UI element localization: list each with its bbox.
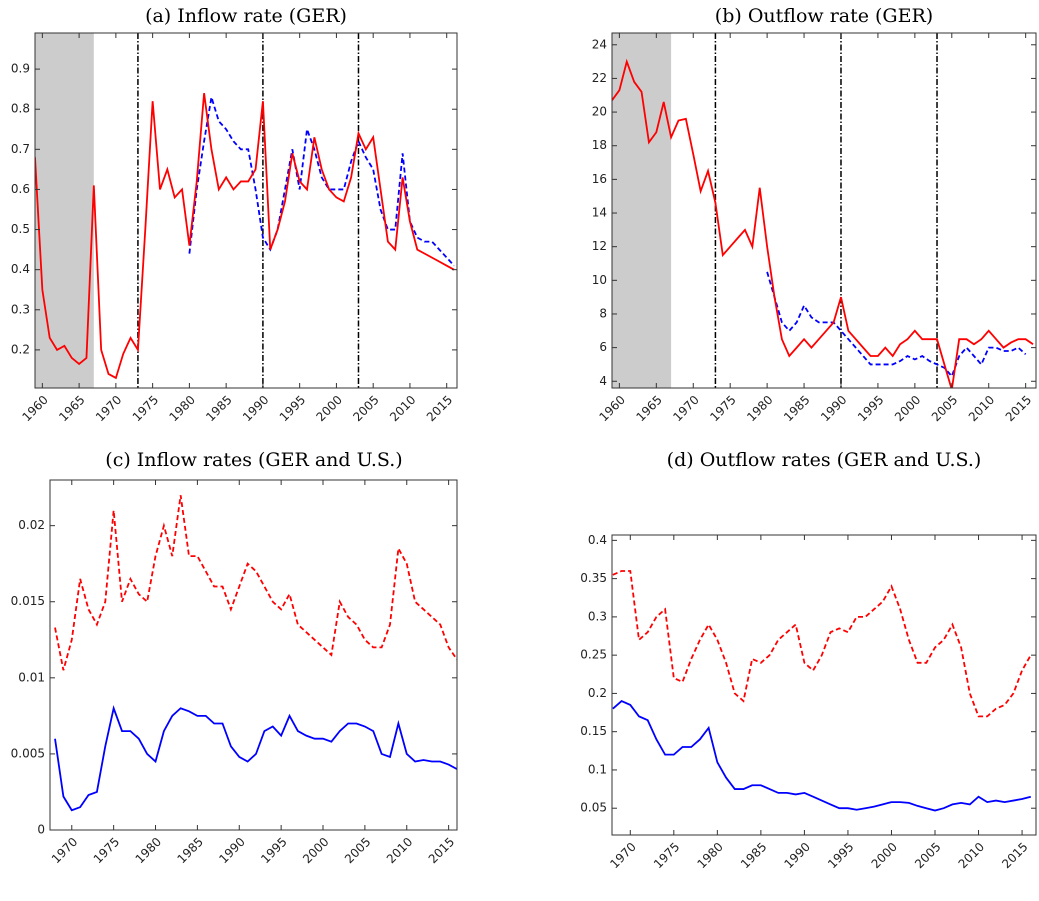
y-tick-label: 20 — [592, 105, 607, 119]
x-tick-label: 1960 — [19, 393, 50, 424]
y-tick-label: 0.015 — [11, 594, 45, 608]
y-tick-label: 0.1 — [588, 762, 607, 776]
x-tick-label: 2000 — [869, 840, 900, 871]
x-tick-label: 2005 — [929, 393, 960, 424]
y-tick-label: 0 — [37, 823, 45, 837]
x-tick-label: 1975 — [651, 840, 682, 871]
x-tick-label: 1990 — [818, 393, 849, 424]
x-tick-label: 1980 — [744, 393, 775, 424]
x-tick-label: 1980 — [694, 840, 725, 871]
x-tick-label: 2000 — [892, 393, 923, 424]
x-tick-label: 2010 — [387, 393, 418, 424]
x-tick-label: 2005 — [912, 840, 943, 871]
y-tick-label: 0.5 — [11, 222, 30, 236]
y-tick-label: 18 — [592, 138, 607, 152]
x-tick-label: 1980 — [133, 835, 164, 866]
x-tick-label: 2010 — [956, 840, 987, 871]
y-tick-label: 0.35 — [580, 571, 607, 585]
x-tick-label: 1990 — [782, 840, 813, 871]
x-tick-label: 1985 — [174, 835, 205, 866]
x-tick-label: 1985 — [738, 840, 769, 871]
x-tick-label: 1970 — [670, 393, 701, 424]
y-tick-label: 0.005 — [11, 746, 45, 760]
y-tick-label: 0.7 — [11, 142, 30, 156]
x-tick-label: 2015 — [426, 835, 457, 866]
series-line — [612, 700, 1032, 812]
y-tick-label: 0.9 — [11, 62, 30, 76]
x-tick-label: 2015 — [999, 840, 1030, 871]
x-tick-label: 1970 — [93, 393, 124, 424]
y-tick-label: 22 — [592, 71, 607, 85]
y-tick-label: 8 — [599, 306, 607, 320]
x-tick-label: 1995 — [277, 393, 308, 424]
x-tick-label: 1975 — [91, 835, 122, 866]
y-tick-label: 0.3 — [11, 302, 30, 316]
series-line — [35, 93, 455, 380]
x-tick-label: 2015 — [1003, 393, 1034, 424]
x-tick-label: 1970 — [49, 835, 80, 866]
y-tick-label: 4 — [599, 374, 607, 388]
x-tick-label: 2000 — [300, 835, 331, 866]
y-tick-label: 0.6 — [11, 182, 30, 196]
x-tick-label: 1975 — [707, 393, 738, 424]
x-tick-label: 1980 — [166, 393, 197, 424]
series-line — [612, 58, 1034, 388]
y-tick-label: 12 — [592, 239, 607, 253]
plot-frame — [49, 479, 458, 831]
x-tick-label: 1965 — [633, 393, 664, 424]
y-tick-label: 24 — [592, 37, 607, 51]
y-tick-label: 6 — [599, 340, 607, 354]
panel-title: (d) Outflow rates (GER and U.S.) — [667, 449, 982, 471]
y-tick-label: 0.01 — [18, 670, 45, 684]
y-tick-label: 0.25 — [580, 648, 607, 662]
x-tick-label: 1975 — [130, 393, 161, 424]
x-tick-label: 2005 — [342, 835, 373, 866]
x-tick-label: 2015 — [424, 393, 455, 424]
plot-frame — [611, 32, 1037, 389]
y-tick-label: 0.4 — [11, 262, 30, 276]
y-tick-label: 0.05 — [580, 801, 607, 815]
shaded-region — [35, 33, 94, 388]
series-line — [54, 705, 457, 812]
x-tick-label: 1990 — [216, 835, 247, 866]
series-line — [188, 96, 455, 267]
y-tick-label: 0.2 — [11, 342, 30, 356]
y-tick-label: 0.2 — [588, 686, 607, 700]
y-tick-label: 0.3 — [588, 609, 607, 623]
series-line — [766, 271, 1027, 378]
x-tick-label: 1995 — [825, 840, 856, 871]
x-tick-label: 2000 — [314, 393, 345, 424]
panel-title: (a) Inflow rate (GER) — [145, 5, 347, 27]
x-tick-label: 1985 — [203, 393, 234, 424]
x-tick-label: 1990 — [240, 393, 271, 424]
x-tick-label: 1995 — [258, 835, 289, 866]
series-line — [612, 570, 1032, 718]
x-tick-label: 1995 — [855, 393, 886, 424]
x-tick-label: 2010 — [384, 835, 415, 866]
x-tick-label: 1985 — [781, 393, 812, 424]
y-tick-label: 16 — [592, 172, 607, 186]
x-tick-label: 2010 — [966, 393, 997, 424]
panel-title: (b) Outflow rate (GER) — [715, 5, 933, 27]
x-tick-label: 1960 — [596, 393, 627, 424]
plot-frame — [611, 534, 1037, 836]
y-tick-label: 10 — [592, 273, 607, 287]
series-line — [54, 495, 457, 671]
x-tick-label: 1965 — [56, 393, 87, 424]
panel-title: (c) Inflow rates (GER and U.S.) — [105, 449, 402, 471]
y-tick-label: 14 — [592, 206, 607, 220]
y-tick-label: 0.8 — [11, 102, 30, 116]
y-tick-label: 0.02 — [18, 518, 45, 532]
y-tick-label: 0.4 — [588, 533, 607, 547]
y-tick-label: 0.15 — [580, 724, 607, 738]
x-tick-label: 2005 — [350, 393, 381, 424]
x-tick-label: 1970 — [607, 840, 638, 871]
plot-frame — [34, 32, 458, 389]
